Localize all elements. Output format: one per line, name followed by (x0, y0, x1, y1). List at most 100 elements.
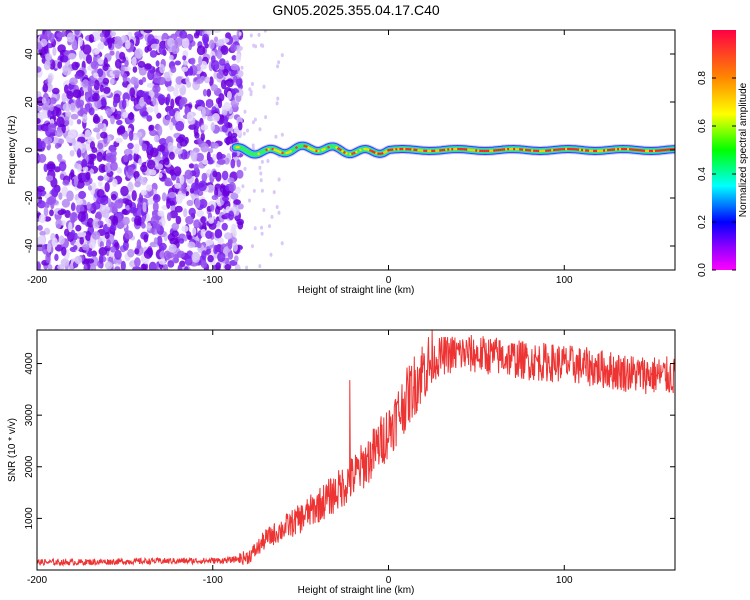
noise-blob (198, 55, 203, 66)
noise-blob (93, 79, 100, 91)
bottom-ytick-label: 1000 (24, 507, 35, 530)
noise-blob (280, 132, 284, 137)
colorbar: 0.0 0.2 0.4 0.6 0.8 Normalized spectral ampl… (697, 30, 749, 277)
noise-blob (210, 84, 218, 92)
noise-blob (266, 159, 270, 163)
noise-blob (170, 66, 177, 73)
noise-blob (76, 203, 85, 214)
noise-blob (93, 127, 101, 133)
noise-blob (114, 36, 122, 42)
signal-core (277, 149, 280, 153)
noise-blob (119, 51, 126, 60)
noise-blob (74, 255, 83, 265)
noise-blob (120, 185, 129, 197)
noise-blob (110, 246, 116, 253)
signal-core (311, 148, 314, 152)
noise-blob (104, 231, 110, 239)
noise-blob (168, 191, 176, 199)
noise-blob (178, 238, 185, 244)
noise-blob (198, 180, 207, 192)
noise-blob (97, 58, 104, 65)
noise-blob (235, 94, 242, 103)
noise-blob (86, 251, 94, 257)
noise-blob (120, 64, 125, 76)
colorbar-tick-label: 0.6 (697, 119, 708, 133)
noise-blob (100, 37, 106, 43)
noise-blob (221, 222, 228, 231)
noise-blob (140, 189, 147, 196)
noise-blob (110, 115, 115, 125)
signal-core (342, 150, 347, 154)
signal-core (303, 144, 306, 148)
noise-blob (68, 221, 73, 233)
noise-blob (195, 30, 200, 37)
noise-blob (210, 122, 215, 132)
signal-core (275, 149, 278, 152)
noise-blob (221, 109, 228, 116)
noise-blob (105, 152, 114, 163)
snr-series-line (37, 330, 675, 567)
noise-blob (215, 171, 222, 182)
noise-blob (199, 75, 206, 82)
noise-blob (94, 99, 103, 109)
noise-blob (37, 225, 43, 231)
noise-blob (92, 201, 101, 210)
noise-blob (200, 142, 209, 153)
noise-blob (227, 239, 233, 250)
noise-blob (127, 153, 133, 161)
noise-blob (134, 248, 140, 255)
noise-blob (167, 260, 175, 268)
noise-blob (230, 43, 237, 52)
noise-blob (230, 158, 236, 169)
noise-blob (226, 78, 234, 88)
noise-blob (260, 159, 264, 164)
signal-core (335, 146, 338, 149)
noise-blob (74, 72, 83, 79)
noise-blob (109, 224, 117, 232)
noise-blob (41, 97, 47, 104)
noise-blob (175, 120, 185, 132)
noise-blob (44, 60, 51, 66)
noise-blob (127, 181, 133, 192)
noise-blob (205, 239, 214, 246)
noise-blob (116, 126, 126, 135)
noise-blob (92, 115, 101, 124)
noise-blob (133, 152, 139, 163)
noise-blob (236, 169, 244, 179)
noise-blob (46, 82, 53, 93)
noise-blob (112, 98, 118, 108)
noise-blob (260, 188, 264, 193)
noise-blob (174, 110, 181, 122)
noise-blob (202, 221, 207, 231)
noise-blob (62, 67, 72, 76)
noise-blob (121, 198, 130, 204)
noise-blob (64, 120, 70, 126)
noise-blob (174, 60, 181, 66)
bottom-xtick-label: 100 (556, 575, 573, 586)
noise-blob (47, 264, 53, 270)
noise-blob (42, 83, 49, 93)
noise-blob (112, 178, 118, 187)
noise-blob (116, 119, 123, 126)
noise-blob (75, 141, 83, 153)
noise-blob (82, 113, 88, 124)
noise-blob (253, 226, 257, 231)
noise-blob (252, 188, 256, 193)
signal-core (367, 148, 370, 152)
noise-blob (257, 32, 261, 37)
bottom-xtick-label: 0 (386, 575, 392, 586)
noise-blob (43, 125, 49, 132)
noise-blob (44, 30, 52, 41)
noise-blob (37, 112, 46, 119)
top-x-axis-label: Height of straight line (km) (298, 285, 415, 296)
noise-blob (158, 43, 166, 55)
noise-blob (264, 115, 268, 120)
noise-blob (198, 198, 208, 209)
noise-blob (83, 264, 88, 270)
noise-blob (134, 48, 144, 59)
bottom-ytick-label: 2000 (24, 455, 35, 478)
noise-blob (141, 76, 147, 83)
noise-blob (258, 264, 262, 269)
noise-blob (275, 205, 279, 209)
noise-blob (88, 80, 95, 87)
